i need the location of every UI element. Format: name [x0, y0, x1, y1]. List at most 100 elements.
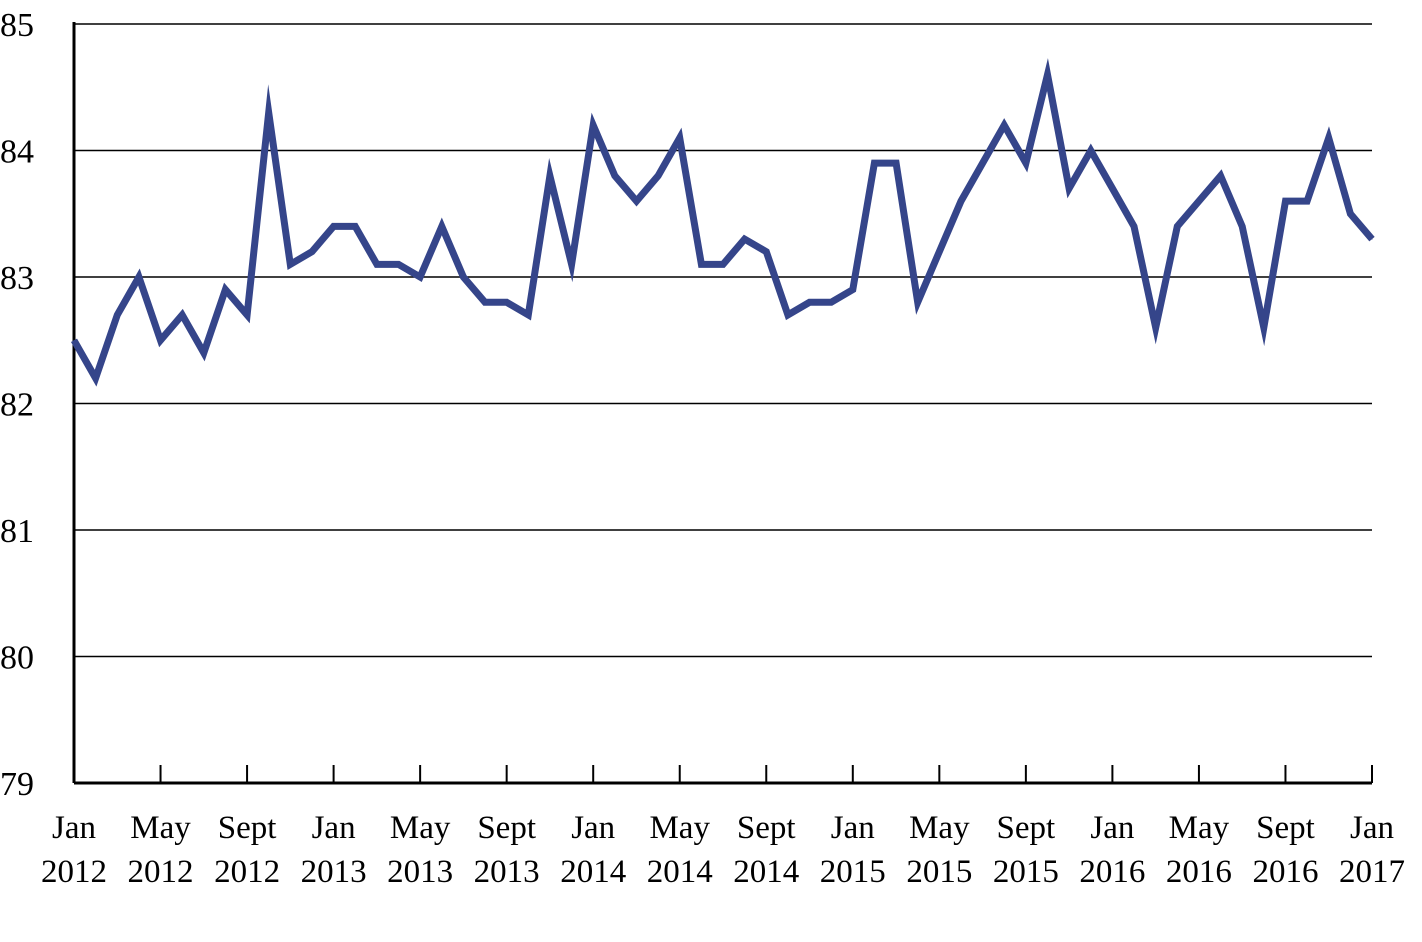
data-point: [268, 112, 270, 114]
data-point: [917, 301, 919, 303]
data-point: [571, 263, 573, 265]
data-point: [1068, 187, 1070, 189]
x-tick-label-month: May: [649, 810, 710, 846]
x-tick-label-year: 2015: [906, 854, 972, 890]
x-tick-label-month: Jan: [831, 810, 875, 846]
data-point: [419, 276, 421, 278]
data-point: [95, 377, 97, 379]
data-point: [354, 225, 356, 227]
x-tick-label-month: Jan: [571, 810, 615, 846]
data-point: [376, 263, 378, 265]
data-point: [181, 314, 183, 316]
data-point: [1328, 137, 1330, 139]
data-point: [1285, 200, 1286, 202]
y-tick-label: 85: [0, 7, 34, 44]
data-point: [527, 314, 529, 316]
data-point: [1003, 124, 1005, 126]
x-tick-label-month: Sept: [997, 810, 1056, 846]
data-point: [809, 301, 810, 303]
x-tick-label-month: Jan: [312, 810, 356, 846]
data-point: [1111, 187, 1113, 189]
x-tick-label-year: 2012: [41, 854, 107, 890]
x-tick-label-month: Jan: [1090, 810, 1134, 846]
data-point: [116, 314, 118, 316]
x-tick-label-year: 2015: [993, 854, 1059, 890]
data-point: [1263, 327, 1265, 329]
data-point: [398, 263, 399, 265]
data-point: [1047, 74, 1048, 76]
y-tick-label: 80: [0, 640, 34, 677]
data-point: [1241, 225, 1243, 227]
data-point: [636, 200, 637, 202]
data-point: [246, 314, 248, 316]
x-tick-label-year: 2013: [387, 854, 453, 890]
x-tick-label-month: Sept: [477, 810, 536, 846]
data-point: [73, 339, 75, 341]
data-point: [138, 276, 140, 278]
data-point: [506, 301, 508, 303]
data-point: [1198, 200, 1200, 202]
data-point: [895, 162, 897, 164]
x-tick-label-month: Jan: [1350, 810, 1394, 846]
x-tick-label-month: Sept: [1256, 810, 1315, 846]
data-point: [873, 162, 875, 164]
x-tick-label-year: 2013: [474, 854, 540, 890]
data-point: [484, 301, 486, 303]
x-tick-label-year: 2016: [1079, 854, 1145, 890]
axes: [72, 22, 1372, 785]
data-point: [679, 137, 681, 139]
x-tick-label-month: May: [390, 810, 451, 846]
data-point: [592, 124, 594, 126]
x-tick-label-year: 2017: [1339, 854, 1405, 890]
data-point: [1025, 162, 1027, 164]
x-tick-label-year: 2016: [1166, 854, 1232, 890]
data-point: [289, 263, 291, 265]
x-tick-label-year: 2012: [128, 854, 194, 890]
data-point: [1155, 327, 1157, 329]
data-point: [852, 289, 854, 291]
data-point: [160, 339, 161, 341]
x-tick-label-month: May: [130, 810, 191, 846]
data-point: [765, 251, 767, 253]
data-point: [1090, 150, 1092, 151]
data-point: [982, 162, 984, 164]
data-point: [1371, 238, 1373, 240]
x-tick-label-year: 2014: [560, 854, 626, 890]
data-point: [549, 175, 551, 177]
x-tick-label-year: 2012: [214, 854, 280, 890]
y-tick-label: 81: [0, 513, 34, 550]
x-tick-label-month: Sept: [218, 810, 277, 846]
x-tick-label-month: Jan: [52, 810, 96, 846]
x-tick-label-year: 2014: [733, 854, 799, 890]
data-point: [462, 276, 464, 278]
x-tick-label-year: 2015: [820, 854, 886, 890]
data-point: [1306, 200, 1308, 202]
data-point: [311, 251, 313, 253]
data-point: [614, 175, 616, 177]
data-point: [224, 289, 226, 291]
data-point: [722, 263, 724, 265]
series-group: [70, 58, 1375, 387]
y-tick-label: 84: [0, 134, 34, 171]
data-point: [744, 238, 746, 240]
x-tick-label-year: 2016: [1252, 854, 1318, 890]
x-tick-label-month: May: [909, 810, 970, 846]
data-point: [1220, 175, 1222, 177]
x-tick-label-month: Sept: [737, 810, 796, 846]
x-tick-label-year: 2013: [301, 854, 367, 890]
x-tick-marks: [73, 765, 1373, 783]
x-tick-labels: Jan 2012 May 2012 Sept 2012 Jan 2013 May 2013 Sept…: [41, 810, 1405, 890]
data-point: [1176, 225, 1178, 227]
data-point: [960, 200, 962, 202]
y-tick-label: 83: [0, 260, 34, 297]
gridlines: [74, 23, 1372, 658]
x-tick-label-month: May: [1169, 810, 1230, 846]
data-point: [938, 251, 940, 253]
x-tick-label-year: 2014: [647, 854, 713, 890]
y-tick-labels: 79 80 81 82 83 84 85: [0, 7, 34, 803]
data-point: [1133, 225, 1135, 227]
data-point: [787, 314, 789, 316]
data-point: [333, 225, 335, 227]
data-point: [700, 263, 702, 265]
